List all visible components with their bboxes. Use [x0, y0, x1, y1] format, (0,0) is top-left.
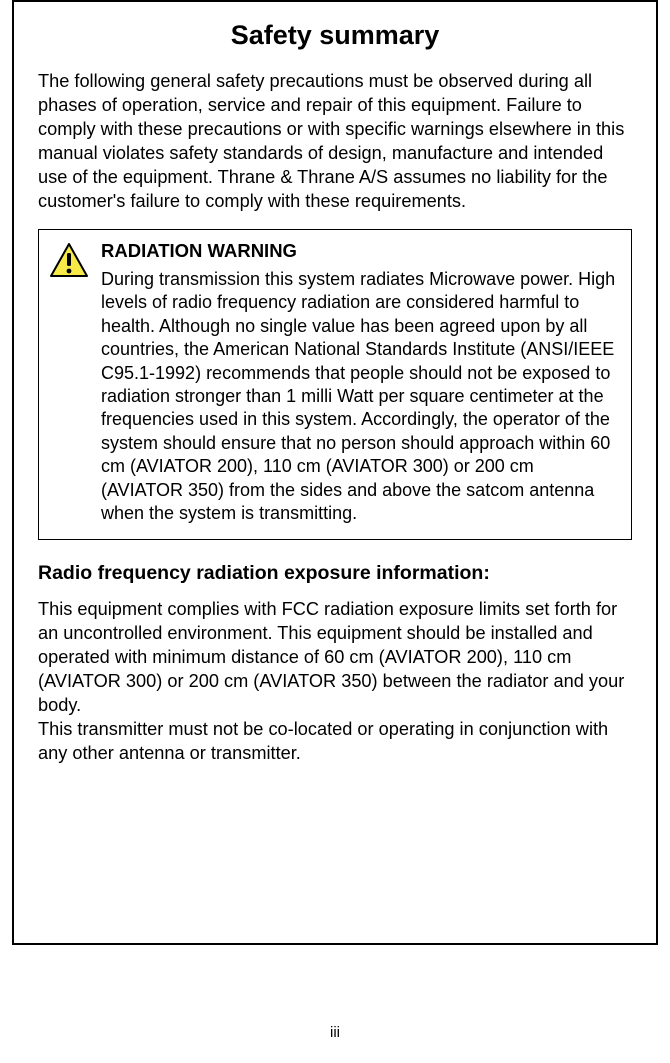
rf-paragraph-2: This transmitter must not be co-located …: [38, 717, 632, 765]
warning-title: RADIATION WARNING: [101, 240, 619, 262]
rf-heading: Radio frequency radiation exposure infor…: [38, 562, 632, 585]
content-frame: Safety summary The following general saf…: [12, 0, 658, 945]
radiation-warning-box: RADIATION WARNING During transmission th…: [38, 229, 632, 540]
page-number: iii: [0, 1024, 670, 1041]
warning-text-column: RADIATION WARNING During transmission th…: [101, 240, 619, 525]
intro-paragraph: The following general safety precautions…: [38, 69, 632, 213]
page-title: Safety summary: [38, 20, 632, 51]
page: Safety summary The following general saf…: [0, 0, 670, 1063]
warning-body: During transmission this system radiates…: [101, 268, 619, 525]
rf-paragraph-1: This equipment complies with FCC radiati…: [38, 597, 632, 717]
warning-triangle-icon: [49, 242, 91, 283]
